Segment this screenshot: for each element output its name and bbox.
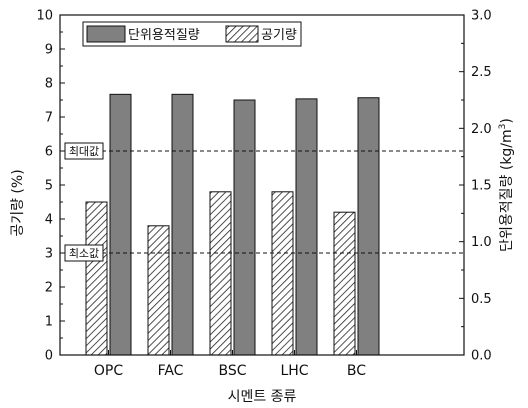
right-axis-label: 단위용적질량 (kg/m3) — [498, 118, 515, 252]
left-tick-label: 8 — [45, 77, 53, 92]
bar-air-content-lhc — [271, 191, 294, 356]
x-tick-label: LHC — [280, 363, 308, 379]
left-tick-label: 7 — [45, 111, 53, 126]
x-tick-label: BC — [347, 363, 366, 379]
left-tick-label: 2 — [45, 281, 53, 296]
right-axis-label-superscript: 3 — [498, 124, 508, 130]
bar-unit-mass-lhc — [295, 98, 318, 356]
right-tick-label: 1.5 — [471, 179, 492, 194]
right-tick-label: 0.0 — [471, 349, 492, 364]
reference-label-min: 최소값 — [69, 247, 99, 260]
bar-air-content-bsc — [209, 191, 232, 356]
left-tick-label: 6 — [45, 145, 53, 160]
left-axis-label: 공기량 (%) — [10, 169, 26, 236]
left-tick-label: 0 — [45, 349, 53, 364]
x-axis-label: 시멘트 종류 — [228, 389, 297, 405]
bar-unit-mass-opc — [109, 93, 132, 356]
left-tick-label: 3 — [45, 247, 53, 262]
reference-label-max: 최대값 — [69, 145, 99, 158]
bar-air-content-opc — [85, 201, 108, 356]
legend-label-air-content: 공기량 — [261, 28, 297, 43]
left-tick-label: 10 — [36, 9, 53, 24]
right-tick-label: 1.0 — [471, 235, 492, 250]
left-tick-label: 1 — [45, 315, 53, 330]
right-axis-label-close: ) — [499, 118, 515, 123]
x-tick-label: BSC — [218, 363, 246, 379]
x-axis: OPC FAC BSC LHC BC — [94, 350, 366, 379]
right-tick-label: 0.5 — [471, 292, 492, 307]
legend: 단위용적질량 공기량 — [82, 21, 302, 47]
right-axis: 0.0 0.5 1.0 1.5 2.0 2.5 3.0 — [459, 9, 492, 364]
legend-swatch-hatched — [225, 25, 259, 43]
legend-label-unit-mass: 단위용적질량 — [128, 28, 200, 43]
left-tick-label: 4 — [45, 213, 53, 228]
legend-swatch-solid — [86, 25, 126, 43]
bar-unit-mass-bc — [357, 97, 380, 356]
bars-layer — [85, 93, 380, 356]
right-axis-label-main: 단위용적질량 (kg/m — [499, 129, 515, 252]
left-axis: 0 1 2 3 4 5 6 7 8 9 10 — [36, 9, 65, 364]
x-tick-label: FAC — [158, 363, 184, 379]
right-tick-label: 2.0 — [471, 122, 492, 137]
bar-unit-mass-bsc — [233, 99, 256, 356]
right-tick-label: 3.0 — [471, 9, 492, 24]
bar-air-content-fac — [147, 225, 170, 356]
x-tick-label: OPC — [94, 363, 123, 379]
bar-air-content-bc — [333, 211, 356, 356]
left-tick-label: 9 — [45, 43, 53, 58]
left-tick-label: 5 — [45, 179, 53, 194]
bar-unit-mass-fac — [171, 93, 194, 356]
right-tick-label: 2.5 — [471, 65, 492, 80]
